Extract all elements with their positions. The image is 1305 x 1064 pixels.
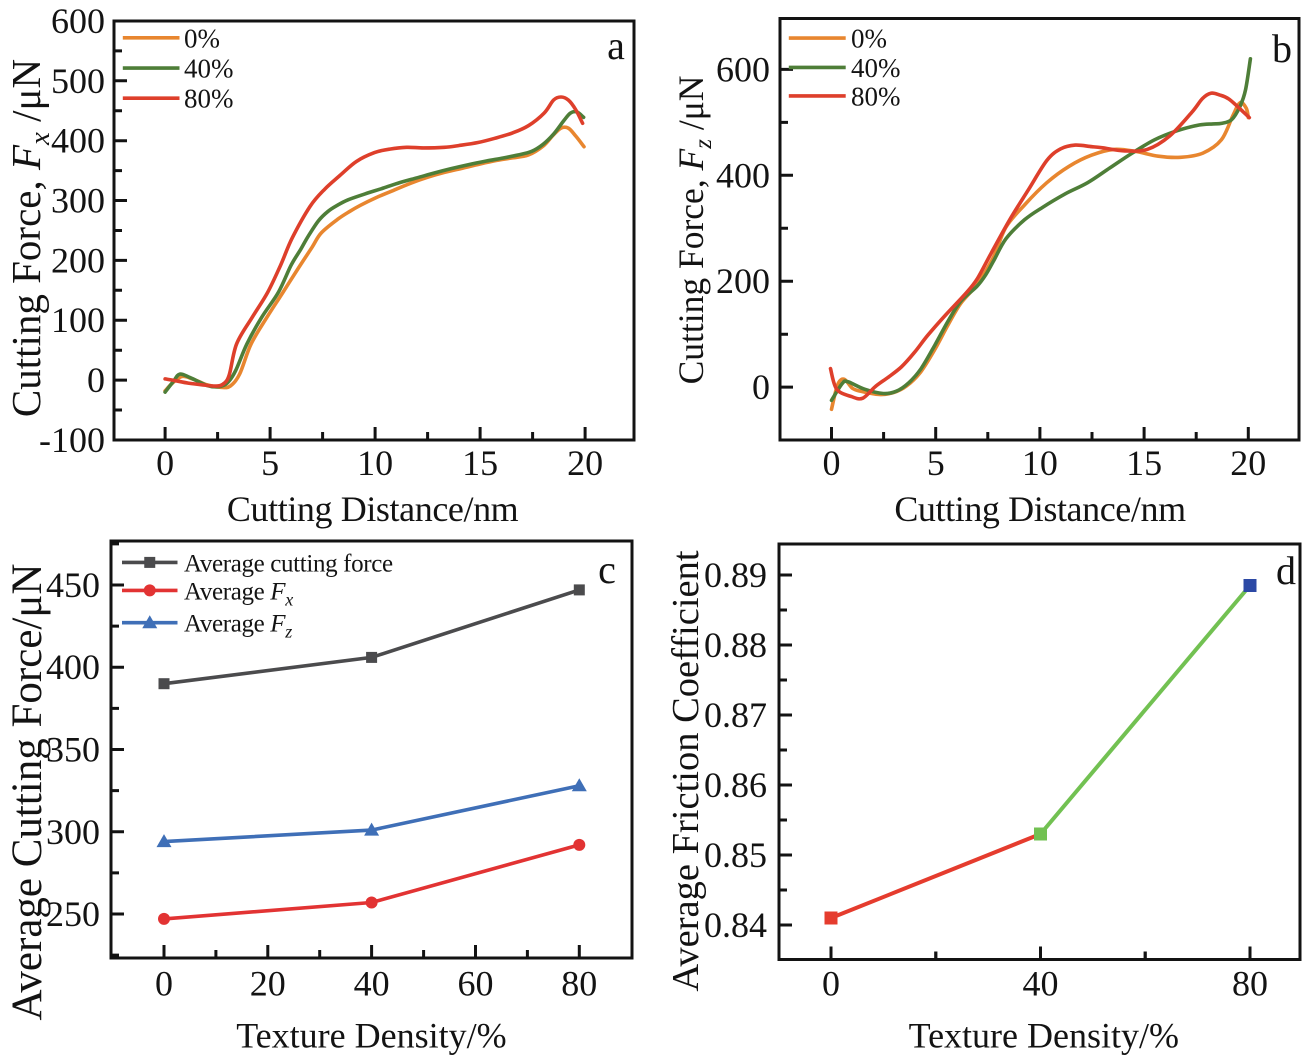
svg-text:10: 10 xyxy=(1022,443,1058,483)
svg-text:5: 5 xyxy=(261,443,279,483)
svg-text:200: 200 xyxy=(716,261,770,301)
svg-text:-100: -100 xyxy=(39,420,105,460)
svg-text:b: b xyxy=(1272,26,1292,71)
svg-text:600: 600 xyxy=(716,49,770,89)
svg-text:400: 400 xyxy=(716,155,770,195)
svg-text:80: 80 xyxy=(561,964,597,1004)
svg-text:0: 0 xyxy=(752,367,770,407)
svg-text:20: 20 xyxy=(250,964,286,1004)
svg-text:0: 0 xyxy=(823,443,841,483)
svg-text:80: 80 xyxy=(1232,964,1268,1004)
svg-text:Average Friction Coefficient: Average Friction Coefficient xyxy=(665,550,707,991)
svg-text:300: 300 xyxy=(51,181,105,221)
svg-text:Average Cutting Force/μN: Average Cutting Force/μN xyxy=(4,564,51,1021)
svg-text:0: 0 xyxy=(155,964,173,1004)
svg-text:40: 40 xyxy=(1023,964,1059,1004)
svg-text:600: 600 xyxy=(51,1,105,41)
svg-text:15: 15 xyxy=(462,443,498,483)
svg-text:d: d xyxy=(1276,548,1296,593)
svg-text:10: 10 xyxy=(357,443,393,483)
svg-text:a: a xyxy=(607,23,625,68)
svg-text:20: 20 xyxy=(1230,443,1266,483)
svg-text:0.85: 0.85 xyxy=(704,835,767,875)
svg-text:500: 500 xyxy=(51,61,105,101)
svg-text:350: 350 xyxy=(46,730,100,770)
svg-text:0: 0 xyxy=(156,443,174,483)
svg-text:5: 5 xyxy=(927,443,945,483)
svg-text:0: 0 xyxy=(822,964,840,1004)
svg-text:Average cutting force: Average cutting force xyxy=(184,550,393,577)
svg-text:15: 15 xyxy=(1126,443,1162,483)
svg-text:Average Fx: Average Fx xyxy=(184,578,293,609)
svg-text:400: 400 xyxy=(51,121,105,161)
svg-text:20: 20 xyxy=(567,443,603,483)
svg-text:40%: 40% xyxy=(184,54,234,84)
svg-text:40%: 40% xyxy=(851,53,901,83)
svg-text:Cutting Distance/nm: Cutting Distance/nm xyxy=(227,489,519,529)
svg-text:200: 200 xyxy=(51,240,105,280)
svg-text:0.87: 0.87 xyxy=(704,695,767,735)
svg-text:80%: 80% xyxy=(184,84,234,114)
svg-text:Texture Density/%: Texture Density/% xyxy=(909,1016,1179,1056)
svg-text:Cutting Force, Fx /μN: Cutting Force, Fx /μN xyxy=(3,59,56,417)
svg-text:450: 450 xyxy=(46,565,100,605)
svg-text:60: 60 xyxy=(458,964,494,1004)
svg-text:Average Fz: Average Fz xyxy=(184,611,292,642)
svg-text:0%: 0% xyxy=(851,24,887,54)
svg-text:80%: 80% xyxy=(851,81,901,111)
svg-text:0.86: 0.86 xyxy=(704,765,767,805)
svg-text:300: 300 xyxy=(46,812,100,852)
svg-text:0.84: 0.84 xyxy=(704,905,767,945)
svg-text:0%: 0% xyxy=(184,23,220,53)
svg-text:c: c xyxy=(598,547,616,592)
svg-text:40: 40 xyxy=(354,964,390,1004)
svg-text:Cutting Distance/nm: Cutting Distance/nm xyxy=(894,489,1186,529)
svg-text:0.89: 0.89 xyxy=(704,555,767,595)
svg-text:400: 400 xyxy=(46,647,100,687)
svg-text:0: 0 xyxy=(87,360,105,400)
svg-text:0.88: 0.88 xyxy=(704,625,767,665)
svg-text:250: 250 xyxy=(46,894,100,934)
svg-text:Cutting Force, Fz /μN: Cutting Force, Fz /μN xyxy=(671,76,717,385)
svg-text:100: 100 xyxy=(51,300,105,340)
svg-text:Texture Density/%: Texture Density/% xyxy=(236,1016,506,1056)
